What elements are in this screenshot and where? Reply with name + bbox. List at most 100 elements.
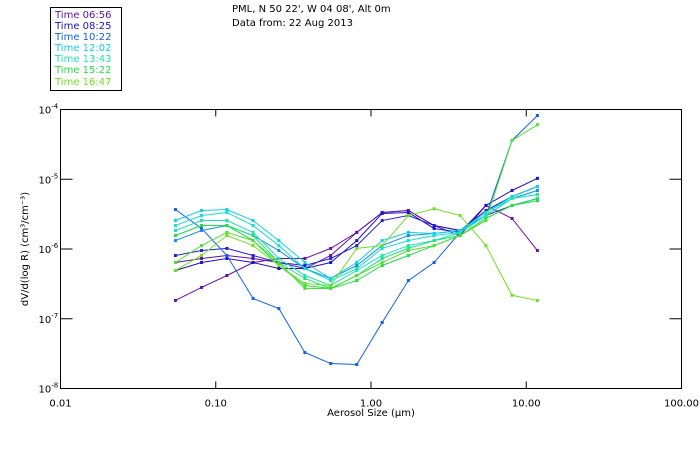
data-point bbox=[225, 256, 229, 260]
data-point bbox=[303, 267, 307, 271]
data-point bbox=[432, 224, 436, 228]
data-point bbox=[173, 224, 177, 228]
data-point bbox=[200, 209, 204, 213]
data-point bbox=[225, 224, 229, 228]
data-point bbox=[432, 244, 436, 248]
data-point bbox=[225, 208, 229, 212]
data-point bbox=[355, 267, 359, 271]
data-point bbox=[303, 276, 307, 280]
data-point bbox=[406, 209, 410, 213]
tick-layer: 0.01 0.10 1.00 10.00 100.00 10-4 10-5 10-6 10-7 1… bbox=[39, 103, 700, 410]
data-point bbox=[355, 268, 359, 272]
data-point bbox=[406, 234, 410, 238]
data-point bbox=[277, 244, 281, 248]
data-point bbox=[535, 199, 539, 203]
series-line bbox=[175, 177, 538, 271]
data-point bbox=[173, 298, 177, 302]
data-point bbox=[510, 188, 514, 192]
data-point bbox=[406, 249, 410, 253]
data-point bbox=[200, 226, 204, 230]
data-point bbox=[355, 261, 359, 265]
data-point bbox=[225, 253, 229, 257]
series-0656 bbox=[173, 203, 539, 302]
data-point bbox=[277, 256, 281, 260]
x-tick-label: 1.00 bbox=[360, 399, 382, 410]
data-point bbox=[303, 261, 307, 265]
data-point bbox=[355, 362, 359, 366]
data-point bbox=[251, 230, 255, 234]
x-tick-label: 10.00 bbox=[512, 399, 541, 410]
data-point bbox=[432, 226, 436, 230]
data-point bbox=[380, 239, 384, 243]
data-point bbox=[173, 229, 177, 233]
data-point bbox=[277, 261, 281, 265]
data-point bbox=[406, 246, 410, 250]
data-point bbox=[432, 234, 436, 238]
data-point bbox=[251, 256, 255, 260]
series-1647 bbox=[173, 207, 539, 302]
data-point bbox=[251, 224, 255, 228]
series-layer bbox=[173, 114, 539, 366]
data-point bbox=[200, 214, 204, 218]
data-point bbox=[277, 267, 281, 271]
chart-header: PML, N 50 22', W 04 08', Alt 0m Data fro… bbox=[232, 3, 391, 31]
data-point bbox=[225, 230, 229, 234]
data-point bbox=[406, 244, 410, 248]
data-point bbox=[510, 138, 514, 142]
data-point bbox=[225, 234, 229, 238]
data-point bbox=[329, 283, 333, 287]
data-point bbox=[277, 264, 281, 268]
legend-entry: Time 08:25 bbox=[55, 21, 112, 33]
series-1100 bbox=[173, 188, 539, 280]
series-0825 bbox=[173, 176, 539, 272]
data-point bbox=[251, 297, 255, 301]
data-point bbox=[432, 231, 436, 235]
series-1250 bbox=[173, 193, 539, 283]
series-line bbox=[175, 186, 538, 267]
data-point bbox=[380, 244, 384, 248]
data-point bbox=[303, 264, 307, 268]
data-point bbox=[303, 256, 307, 260]
data-point bbox=[200, 256, 204, 260]
data-point bbox=[251, 244, 255, 248]
legend: Time 06:56 Time 08:25 Time 10:22 Time 12… bbox=[50, 7, 122, 91]
data-point bbox=[225, 273, 229, 277]
data-point bbox=[277, 307, 281, 311]
data-point bbox=[380, 256, 384, 260]
data-point bbox=[277, 249, 281, 253]
data-point bbox=[380, 246, 384, 250]
data-point bbox=[535, 196, 539, 200]
data-point bbox=[173, 219, 177, 223]
data-point bbox=[484, 219, 488, 223]
data-point bbox=[380, 219, 384, 223]
data-point bbox=[510, 203, 514, 207]
data-point bbox=[329, 256, 333, 260]
data-point bbox=[200, 285, 204, 289]
data-point bbox=[484, 203, 488, 207]
data-point bbox=[329, 279, 333, 283]
data-point bbox=[355, 244, 359, 248]
data-point bbox=[355, 273, 359, 277]
data-point bbox=[303, 351, 307, 355]
data-point bbox=[432, 207, 436, 211]
y-tick-label: 10-5 bbox=[39, 172, 59, 186]
data-point bbox=[173, 239, 177, 243]
data-point bbox=[200, 253, 204, 257]
data-point bbox=[355, 279, 359, 283]
data-point bbox=[355, 264, 359, 268]
legend-entry: Time 15:22 bbox=[55, 65, 112, 77]
data-point bbox=[535, 185, 539, 189]
data-point bbox=[251, 219, 255, 223]
data-point bbox=[535, 114, 539, 118]
data-point bbox=[458, 214, 462, 218]
data-point bbox=[406, 214, 410, 218]
data-point bbox=[225, 246, 229, 250]
data-point bbox=[458, 229, 462, 233]
station-title: PML, N 50 22', W 04 08', Alt 0m bbox=[232, 4, 391, 15]
data-point bbox=[432, 239, 436, 243]
data-point bbox=[458, 234, 462, 238]
data-point bbox=[535, 176, 539, 180]
data-point bbox=[432, 261, 436, 265]
data-point bbox=[251, 261, 255, 265]
data-point bbox=[329, 276, 333, 280]
